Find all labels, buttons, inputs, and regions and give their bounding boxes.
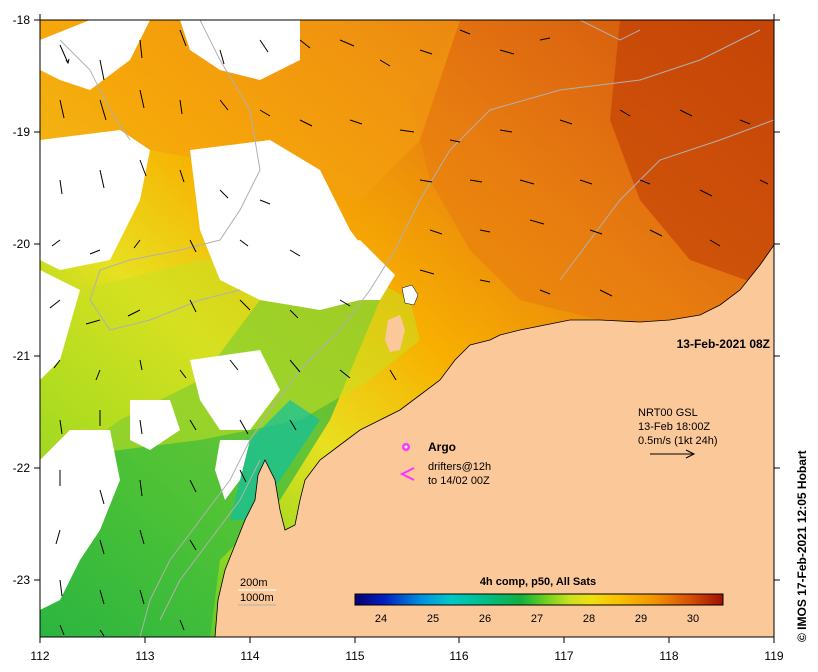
plot-frame (39, 19, 775, 638)
hot-water-region (610, 20, 774, 290)
current-legend-product: NRT00 GSL (638, 407, 698, 419)
island (385, 315, 405, 352)
lat-tick-label: -19 (13, 125, 31, 139)
colorbar-tick: 25 (427, 613, 439, 625)
colorbar-title: 4h comp, p50, All Sats (480, 576, 596, 588)
current-legend-scale: 0.5m/s (1kt 24h) (638, 435, 717, 447)
colorbar-tick: 29 (635, 613, 647, 625)
island (401, 284, 419, 306)
lon-tick-label: 112 (30, 649, 49, 663)
drifters-period-label: to 14/02 00Z (428, 475, 490, 487)
cloud-mask (40, 20, 395, 610)
scale-arrow-icon (650, 449, 696, 459)
credit-label: © IMOS 17-Feb-2021 12:05 Hobart (795, 450, 809, 642)
lat-tick-label: -18 (13, 13, 31, 27)
lon-tick-label: 117 (554, 649, 573, 663)
axis-ticks (34, 14, 780, 643)
lat-tick-label: -21 (13, 349, 31, 363)
colorbar-tick: 26 (479, 613, 491, 625)
lon-tick-label: 114 (240, 649, 259, 663)
bathymetry-legend: 200m 1000m (238, 577, 276, 606)
drifter-marker-icon (399, 467, 415, 481)
lon-tick-label: 115 (345, 649, 364, 663)
teal-water-region (230, 400, 320, 520)
argo-label: Argo (428, 440, 456, 454)
argo-marker-icon (402, 443, 410, 451)
lat-tick-label: -22 (13, 461, 31, 475)
lat-tick-label: -23 (13, 573, 31, 587)
current-legend: NRT00 GSL 13-Feb 18:00Z 0.5m/s (1kt 24h) (638, 407, 717, 459)
lon-tick-label: 116 (449, 649, 468, 663)
timestamp-label: 13-Feb-2021 08Z (677, 337, 770, 351)
colorbar-tick: 30 (687, 613, 699, 625)
bathy-200m-label: 200m (240, 577, 268, 589)
colorbar-gradient (354, 593, 724, 606)
lon-tick-label: 118 (659, 649, 678, 663)
lon-tick-label: 113 (135, 649, 154, 663)
drifters-label: drifters@12h (428, 461, 491, 473)
coastline (214, 244, 774, 637)
lat-tick-label: -20 (13, 237, 31, 251)
colorbar: 4h comp, p50, All Sats 24 25 26 27 28 29… (354, 576, 724, 625)
lon-tick-label: 119 (764, 649, 783, 663)
current-legend-time: 13-Feb 18:00Z (638, 421, 710, 433)
marker-legend: Argo drifters@12h to 14/02 00Z (399, 440, 491, 487)
land-mass (215, 245, 774, 637)
bathy-1000m-label: 1000m (240, 592, 274, 604)
plot-area (40, 20, 774, 637)
colorbar-tick: 24 (375, 613, 387, 625)
colorbar-tick: 27 (531, 613, 543, 625)
colorbar-tick: 28 (583, 613, 595, 625)
current-vectors (49, 29, 769, 637)
